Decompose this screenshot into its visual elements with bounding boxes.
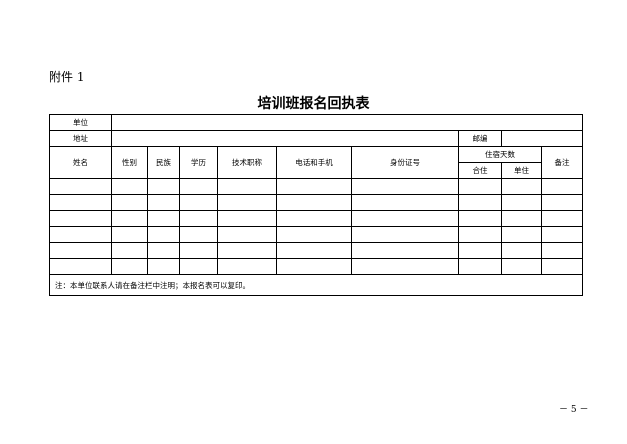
cell[interactable] (217, 242, 277, 259)
header-education: 学历 (179, 146, 218, 179)
cell[interactable] (540, 226, 584, 243)
table-row (49, 210, 584, 227)
cell[interactable] (276, 258, 352, 275)
cell[interactable] (217, 258, 277, 275)
cell[interactable] (217, 210, 277, 227)
cell[interactable] (111, 226, 148, 243)
form-note: 注：本单位联系人请在备注栏中注明；本报名表可以复印。 (48, 274, 584, 296)
cell[interactable] (458, 210, 502, 227)
cell[interactable] (501, 194, 542, 211)
header-ethnicity: 民族 (147, 146, 180, 179)
cell[interactable] (351, 258, 459, 275)
cell[interactable] (111, 258, 148, 275)
cell[interactable] (540, 178, 584, 195)
cell[interactable] (179, 210, 218, 227)
unit-field[interactable] (110, 114, 584, 131)
cell[interactable] (147, 178, 180, 195)
postcode-field[interactable] (500, 130, 584, 147)
header-remarks: 备注 (540, 146, 584, 179)
header-shared-room: 合住 (458, 162, 502, 179)
cell[interactable] (501, 210, 542, 227)
header-name: 姓名 (49, 146, 112, 179)
cell[interactable] (351, 226, 459, 243)
cell[interactable] (458, 178, 502, 195)
cell[interactable] (217, 226, 277, 243)
table-row (49, 242, 584, 259)
table-row (49, 194, 584, 211)
cell[interactable] (501, 258, 542, 275)
header-phone: 电话和手机 (276, 146, 352, 179)
cell[interactable] (111, 210, 148, 227)
cell[interactable] (276, 178, 352, 195)
cell[interactable] (351, 242, 459, 259)
cell[interactable] (147, 258, 180, 275)
cell[interactable] (179, 226, 218, 243)
cell[interactable] (111, 178, 148, 195)
cell[interactable] (276, 226, 352, 243)
form-title: 培训班报名回执表 (257, 96, 370, 112)
cell[interactable] (147, 242, 180, 259)
cell[interactable] (540, 194, 584, 211)
cell[interactable] (49, 178, 112, 195)
cell[interactable] (351, 210, 459, 227)
cell[interactable] (540, 242, 584, 259)
header-lodging-days: 住宿天数 (458, 146, 542, 163)
cell[interactable] (351, 178, 459, 195)
cell[interactable] (276, 210, 352, 227)
cell[interactable] (540, 210, 584, 227)
header-gender: 性别 (111, 146, 148, 179)
registration-form-table: 单位 地址 邮编 姓名 性别 民族 学历 技术职称 电话和手机 身份证号 住宿天… (48, 114, 584, 296)
attachment-label: 附件 1 (49, 70, 85, 84)
cell[interactable] (179, 258, 218, 275)
cell[interactable] (458, 194, 502, 211)
cell[interactable] (179, 194, 218, 211)
cell[interactable] (49, 226, 112, 243)
cell[interactable] (501, 178, 542, 195)
page-number: － 5 － (559, 405, 589, 415)
cell[interactable] (217, 178, 277, 195)
cell[interactable] (540, 258, 584, 275)
cell[interactable] (147, 194, 180, 211)
cell[interactable] (276, 242, 352, 259)
cell[interactable] (276, 194, 352, 211)
cell[interactable] (501, 242, 542, 259)
address-label: 地址 (49, 130, 112, 147)
header-title: 技术职称 (217, 146, 277, 179)
postcode-label: 邮编 (458, 130, 502, 147)
table-row (49, 226, 584, 243)
header-id-number: 身份证号 (351, 146, 459, 179)
cell[interactable] (458, 226, 502, 243)
cell[interactable] (111, 194, 148, 211)
cell[interactable] (49, 242, 112, 259)
cell[interactable] (351, 194, 459, 211)
cell[interactable] (458, 242, 502, 259)
table-row (49, 178, 584, 195)
header-single-room: 单住 (501, 162, 542, 179)
table-row (49, 258, 584, 275)
cell[interactable] (147, 226, 180, 243)
cell[interactable] (501, 226, 542, 243)
cell[interactable] (111, 242, 148, 259)
address-field[interactable] (111, 130, 459, 147)
cell[interactable] (179, 242, 218, 259)
cell[interactable] (49, 258, 112, 275)
unit-label: 单位 (49, 114, 112, 131)
cell[interactable] (179, 178, 218, 195)
cell[interactable] (49, 210, 112, 227)
cell[interactable] (217, 194, 277, 211)
cell[interactable] (147, 210, 180, 227)
cell[interactable] (458, 258, 502, 275)
cell[interactable] (49, 194, 112, 211)
